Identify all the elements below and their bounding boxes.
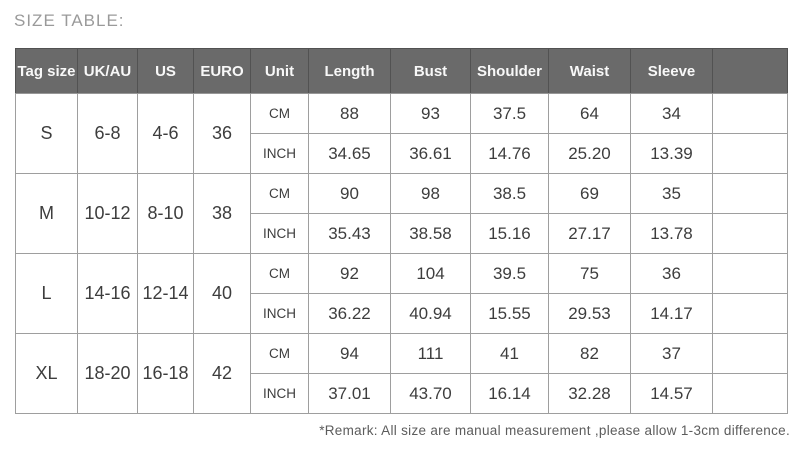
table-cell-shoulder-inch: 15.16	[470, 213, 549, 254]
table-cell-unit-inch: INCH	[250, 293, 309, 334]
table-cell-length-cm: 88	[308, 93, 391, 134]
column-header-empty	[712, 48, 788, 94]
table-cell-shoulder-inch: 14.76	[470, 133, 549, 174]
table-cell-sleeve-inch: 13.78	[630, 213, 713, 254]
column-header-euro: EURO	[193, 48, 251, 94]
table-cell-empty	[712, 133, 788, 174]
table-cell-bust-cm: 111	[390, 333, 471, 374]
table-cell-shoulder-cm: 39.5	[470, 253, 549, 294]
table-cell-unit-cm: CM	[250, 253, 309, 294]
size-row-l-cm: L 14-16 12-14 40 CM 92 104 39.5 75 36	[15, 253, 788, 334]
table-cell-shoulder-cm: 37.5	[470, 93, 549, 134]
table-cell-unit-inch: INCH	[250, 373, 309, 414]
table-cell-empty	[712, 93, 788, 134]
table-cell-sleeve-cm: 36	[630, 253, 713, 294]
table-cell-empty	[712, 373, 788, 414]
table-cell-euro: 38	[193, 173, 251, 254]
table-cell-uk-au: 6-8	[77, 93, 138, 174]
table-cell-empty	[712, 173, 788, 214]
table-cell-waist-inch: 29.53	[548, 293, 631, 334]
table-cell-shoulder-inch: 15.55	[470, 293, 549, 334]
table-cell-bust-cm: 104	[390, 253, 471, 294]
column-header-sleeve: Sleeve	[630, 48, 713, 94]
table-cell-us: 8-10	[137, 173, 194, 254]
column-header-waist: Waist	[548, 48, 631, 94]
table-cell-euro: 42	[193, 333, 251, 414]
header-row: Tag size UK/AU US EURO Unit Length Bust …	[15, 48, 788, 94]
size-row-l-inch: INCH 36.22 40.94 15.55 29.53 14.17	[16, 293, 788, 334]
table-cell-waist-cm: 82	[548, 333, 631, 374]
table-cell-waist-inch: 25.20	[548, 133, 631, 174]
table-cell-tag-size: M	[15, 173, 78, 254]
table-cell-bust-cm: 98	[390, 173, 471, 214]
table-cell-bust-inch: 40.94	[390, 293, 471, 334]
table-cell-unit-inch: INCH	[250, 213, 309, 254]
table-cell-shoulder-inch: 16.14	[470, 373, 549, 414]
column-header-length: Length	[308, 48, 391, 94]
table-cell-length-inch: 35.43	[308, 213, 391, 254]
table-cell-length-inch: 36.22	[308, 293, 391, 334]
table-cell-us: 4-6	[137, 93, 194, 174]
column-header-tag-size: Tag size	[15, 48, 78, 94]
column-header-bust: Bust	[390, 48, 471, 94]
table-cell-sleeve-inch: 13.39	[630, 133, 713, 174]
table-cell-unit-cm: CM	[250, 93, 309, 134]
table-cell-waist-inch: 32.28	[548, 373, 631, 414]
table-cell-length-inch: 34.65	[308, 133, 391, 174]
table-cell-waist-inch: 27.17	[548, 213, 631, 254]
table-cell-shoulder-cm: 41	[470, 333, 549, 374]
table-cell-us: 12-14	[137, 253, 194, 334]
table-cell-empty	[712, 293, 788, 334]
table-cell-sleeve-inch: 14.17	[630, 293, 713, 334]
table-cell-shoulder-cm: 38.5	[470, 173, 549, 214]
table-cell-unit-inch: INCH	[250, 133, 309, 174]
table-cell-bust-inch: 43.70	[390, 373, 471, 414]
table-cell-bust-cm: 93	[390, 93, 471, 134]
table-cell-uk-au: 18-20	[77, 333, 138, 414]
table-cell-empty	[712, 333, 788, 374]
table-cell-length-cm: 94	[308, 333, 391, 374]
table-cell-unit-cm: CM	[250, 333, 309, 374]
table-cell-uk-au: 10-12	[77, 173, 138, 254]
size-row-s-inch: INCH 34.65 36.61 14.76 25.20 13.39	[16, 133, 788, 174]
table-cell-length-cm: 90	[308, 173, 391, 214]
table-cell-tag-size: L	[15, 253, 78, 334]
table-cell-sleeve-cm: 35	[630, 173, 713, 214]
size-row-m-cm: M 10-12 8-10 38 CM 90 98 38.5 69 35	[15, 173, 788, 254]
column-header-us: US	[137, 48, 194, 94]
table-cell-euro: 40	[193, 253, 251, 334]
table-cell-unit-cm: CM	[250, 173, 309, 214]
size-row-s-cm: S 6-8 4-6 36 CM 88 93 37.5 64 34	[15, 93, 788, 174]
size-row-xl-inch: INCH 37.01 43.70 16.14 32.28 14.57	[16, 373, 788, 414]
table-cell-length-cm: 92	[308, 253, 391, 294]
table-cell-waist-cm: 64	[548, 93, 631, 134]
remark-text: *Remark: All size are manual measurement…	[319, 423, 790, 438]
table-cell-euro: 36	[193, 93, 251, 174]
column-header-uk-au: UK/AU	[77, 48, 138, 94]
table-cell-empty	[712, 213, 788, 254]
table-cell-waist-cm: 69	[548, 173, 631, 214]
column-header-shoulder: Shoulder	[470, 48, 549, 94]
table-cell-empty	[712, 253, 788, 294]
table-cell-bust-inch: 36.61	[390, 133, 471, 174]
table-cell-us: 16-18	[137, 333, 194, 414]
table-cell-tag-size: S	[15, 93, 78, 174]
table-cell-sleeve-cm: 34	[630, 93, 713, 134]
table-cell-uk-au: 14-16	[77, 253, 138, 334]
size-row-xl-cm: XL 18-20 16-18 42 CM 94 111 41 82 37	[15, 333, 788, 414]
size-table: Tag size UK/AU US EURO Unit Length Bust …	[15, 48, 788, 414]
table-cell-length-inch: 37.01	[308, 373, 391, 414]
table-cell-waist-cm: 75	[548, 253, 631, 294]
table-cell-sleeve-inch: 14.57	[630, 373, 713, 414]
table-cell-bust-inch: 38.58	[390, 213, 471, 254]
table-cell-tag-size: XL	[15, 333, 78, 414]
table-cell-sleeve-cm: 37	[630, 333, 713, 374]
page-title: SIZE TABLE:	[14, 11, 125, 30]
column-header-unit: Unit	[250, 48, 309, 94]
